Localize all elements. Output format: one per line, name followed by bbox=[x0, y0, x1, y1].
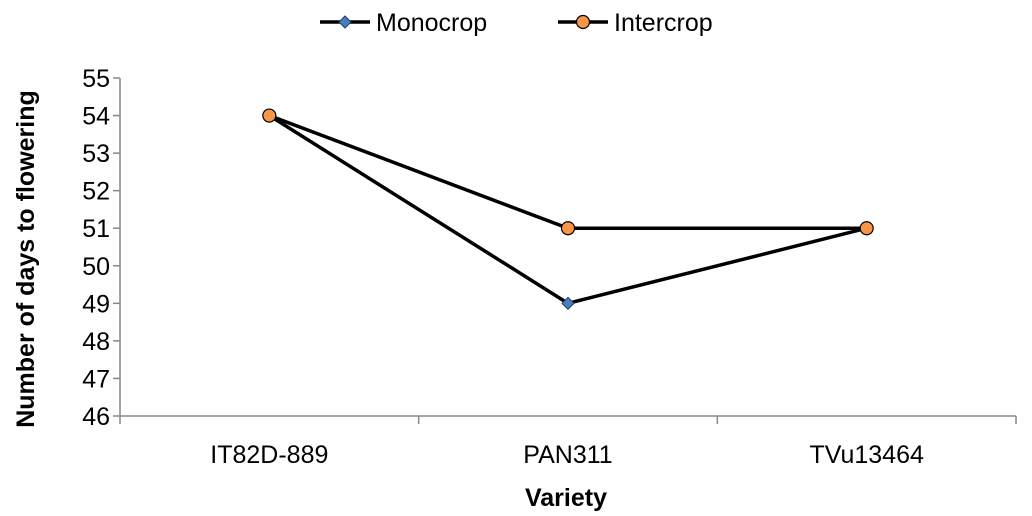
series-points-intercrop bbox=[262, 108, 874, 236]
data-point bbox=[262, 108, 277, 123]
legend-entry-intercrop: Intercrop bbox=[558, 9, 713, 37]
x-tick-label: IT82D-889 bbox=[210, 441, 328, 469]
data-point bbox=[859, 221, 874, 236]
legend-entry-monocrop: Monocrop bbox=[320, 9, 487, 37]
y-axis-title: Number of days to flowering bbox=[12, 90, 40, 428]
y-tick-label: 53 bbox=[82, 140, 110, 168]
series-line bbox=[268, 114, 868, 306]
series-points-monocrop bbox=[262, 108, 874, 311]
y-tick-label: 47 bbox=[82, 365, 110, 393]
data-point bbox=[561, 296, 575, 311]
y-ticks: 46 47 48 49 50 51 52 53 54 55 bbox=[82, 65, 120, 431]
legend-marker bbox=[338, 15, 352, 29]
y-tick-label: 46 bbox=[82, 403, 110, 431]
x-tick-label: PAN311 bbox=[523, 441, 612, 469]
legend-label: Intercrop bbox=[614, 9, 713, 37]
x-ticks: IT82D-889 PAN311 TVu13464 bbox=[119, 416, 1017, 469]
y-tick-label: 52 bbox=[82, 178, 110, 206]
x-tick-label: TVu13464 bbox=[809, 441, 924, 469]
y-tick-label: 54 bbox=[82, 103, 110, 131]
legend-label: Monocrop bbox=[376, 9, 487, 37]
y-tick-label: 49 bbox=[82, 290, 110, 318]
series-layer bbox=[262, 108, 874, 311]
y-tick-label: 50 bbox=[82, 253, 110, 281]
series-monocrop bbox=[268, 114, 868, 306]
axes bbox=[119, 78, 1016, 417]
y-tick-label: 48 bbox=[82, 328, 110, 356]
legend-marker bbox=[575, 14, 591, 30]
data-point bbox=[560, 221, 576, 236]
legend: Monocrop Intercrop bbox=[320, 9, 713, 37]
x-axis-title: Variety bbox=[525, 484, 607, 512]
y-tick-label: 55 bbox=[82, 65, 110, 93]
y-tick-label: 51 bbox=[82, 215, 110, 243]
